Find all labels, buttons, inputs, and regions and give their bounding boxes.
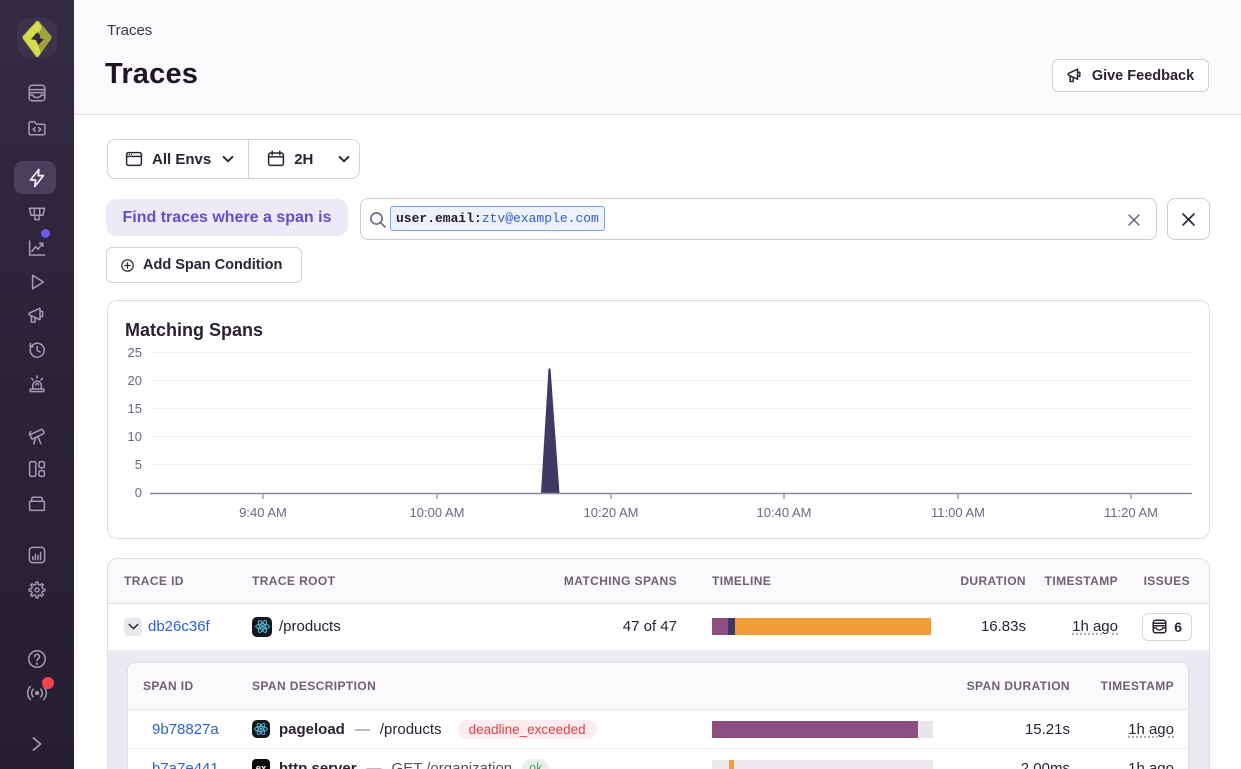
svg-text:15: 15 — [128, 401, 142, 416]
svg-text:5: 5 — [135, 457, 142, 472]
svg-text:11:20 AM: 11:20 AM — [1104, 505, 1158, 520]
svg-text:25: 25 — [128, 345, 142, 360]
svg-text:10: 10 — [128, 429, 142, 444]
svg-text:9:40 AM: 9:40 AM — [239, 505, 287, 520]
svg-text:10:00 AM: 10:00 AM — [410, 505, 465, 520]
svg-text:0: 0 — [135, 485, 142, 500]
svg-text:10:20 AM: 10:20 AM — [584, 505, 639, 520]
svg-text:10:40 AM: 10:40 AM — [757, 505, 812, 520]
svg-text:20: 20 — [128, 373, 142, 388]
svg-text:11:00 AM: 11:00 AM — [931, 505, 985, 520]
